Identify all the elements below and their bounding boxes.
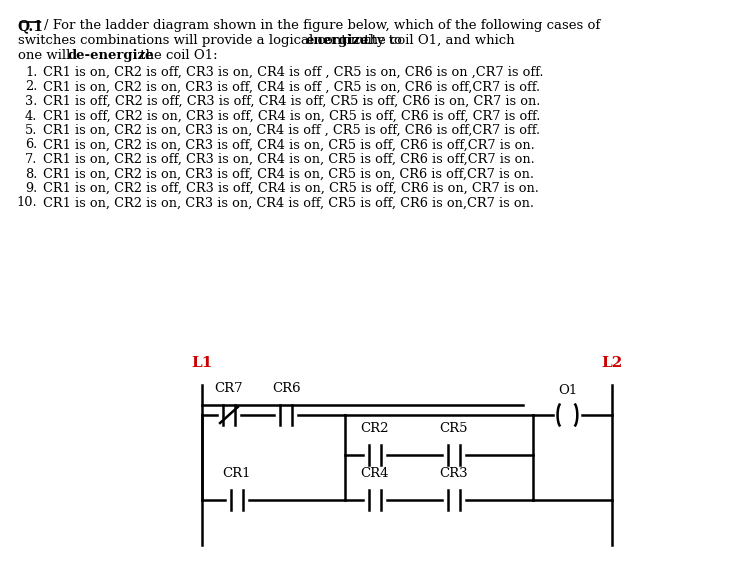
Text: CR3: CR3 <box>440 467 468 480</box>
Text: 7.: 7. <box>25 153 38 166</box>
Text: / For the ladder diagram shown in the figure below, which of the following cases: / For the ladder diagram shown in the fi… <box>44 19 601 32</box>
Text: 8.: 8. <box>25 168 38 181</box>
Text: CR1 is on, CR2 is on, CR3 is off, CR4 is on, CR5 is off, CR6 is off,CR7 is on.: CR1 is on, CR2 is on, CR3 is off, CR4 is… <box>44 138 536 152</box>
Text: 6.: 6. <box>26 138 38 152</box>
Text: CR1 is on, CR2 is on, CR3 is on, CR4 is off , CR5 is off, CR6 is off,CR7 is off.: CR1 is on, CR2 is on, CR3 is on, CR4 is … <box>44 124 541 137</box>
Text: Q.1: Q.1 <box>18 19 44 33</box>
Text: one will: one will <box>18 49 74 62</box>
Text: 5.: 5. <box>25 124 38 137</box>
Text: CR1 is on, CR2 is off, CR3 is on, CR4 is off , CR5 is on, CR6 is on ,CR7 is off.: CR1 is on, CR2 is off, CR3 is on, CR4 is… <box>44 66 544 79</box>
Text: switches combinations will provide a logical continuity to: switches combinations will provide a log… <box>18 34 406 47</box>
Text: CR5: CR5 <box>440 422 468 435</box>
Text: 10.: 10. <box>16 197 38 209</box>
Text: CR1 is on, CR2 is on, CR3 is on, CR4 is off, CR5 is off, CR6 is on,CR7 is on.: CR1 is on, CR2 is on, CR3 is on, CR4 is … <box>44 197 535 209</box>
Text: 4.: 4. <box>25 109 38 122</box>
Text: 2.: 2. <box>25 81 38 93</box>
Text: CR1 is off, CR2 is off, CR3 is off, CR4 is off, CR5 is off, CR6 is on, CR7 is on: CR1 is off, CR2 is off, CR3 is off, CR4 … <box>44 95 541 108</box>
Text: 1.: 1. <box>25 66 38 79</box>
Text: CR1: CR1 <box>223 467 251 480</box>
Text: O1: O1 <box>558 384 577 397</box>
Text: CR1 is on, CR2 is on, CR3 is off, CR4 is on, CR5 is on, CR6 is off,CR7 is on.: CR1 is on, CR2 is on, CR3 is off, CR4 is… <box>44 168 535 181</box>
Text: CR6: CR6 <box>272 382 301 395</box>
Text: 3.: 3. <box>25 95 38 108</box>
Text: energize: energize <box>306 34 369 47</box>
Text: de-energize: de-energize <box>67 49 154 62</box>
Text: the coil O1:: the coil O1: <box>136 49 218 62</box>
Text: CR1 is on, CR2 is on, CR3 is off, CR4 is off , CR5 is on, CR6 is off,CR7 is off.: CR1 is on, CR2 is on, CR3 is off, CR4 is… <box>44 81 541 93</box>
Text: L1: L1 <box>191 356 213 370</box>
Text: CR7: CR7 <box>214 382 243 395</box>
Text: CR1 is on, CR2 is off, CR3 is on, CR4 is on, CR5 is off, CR6 is off,CR7 is on.: CR1 is on, CR2 is off, CR3 is on, CR4 is… <box>44 153 536 166</box>
Text: CR2: CR2 <box>361 422 389 435</box>
Text: CR1 is on, CR2 is off, CR3 is off, CR4 is on, CR5 is off, CR6 is on, CR7 is on.: CR1 is on, CR2 is off, CR3 is off, CR4 i… <box>44 182 539 195</box>
Text: CR4: CR4 <box>361 467 389 480</box>
Text: L2: L2 <box>602 356 622 370</box>
Text: the coil O1, and which: the coil O1, and which <box>360 34 514 47</box>
Text: CR1 is off, CR2 is on, CR3 is off, CR4 is on, CR5 is off, CR6 is off, CR7 is off: CR1 is off, CR2 is on, CR3 is off, CR4 i… <box>44 109 541 122</box>
Text: 9.: 9. <box>26 182 38 195</box>
